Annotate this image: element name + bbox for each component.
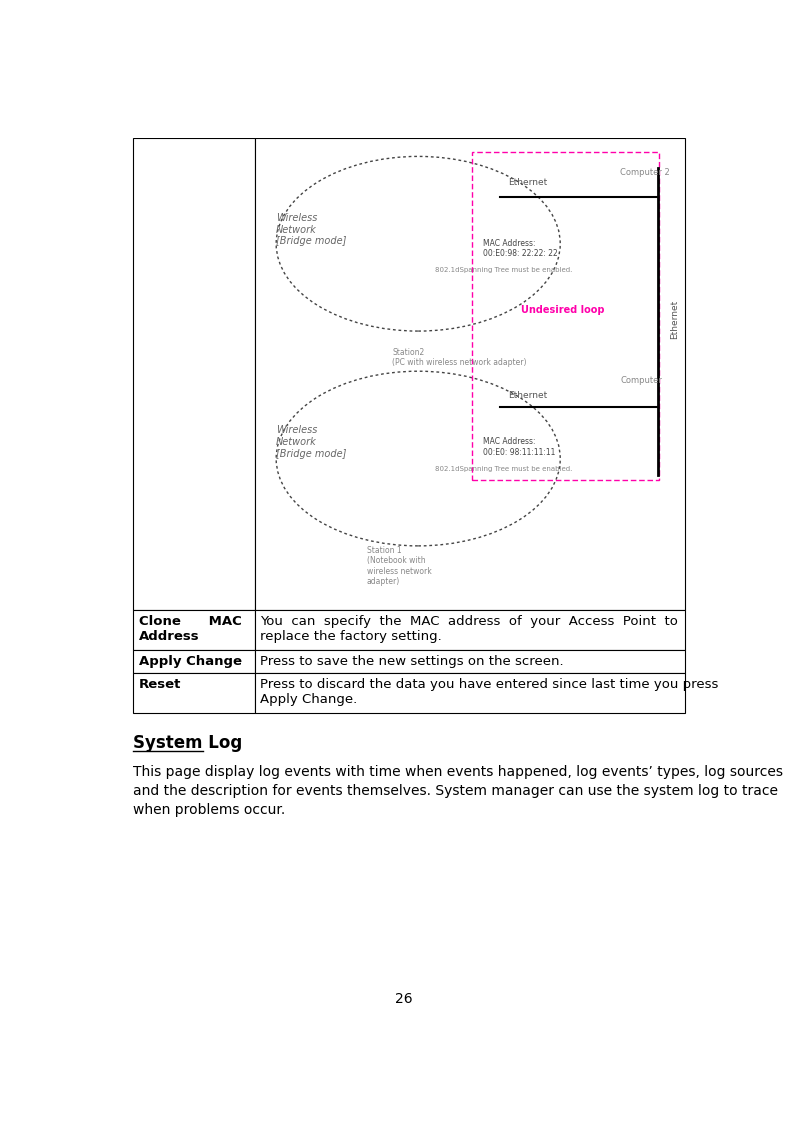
Bar [133, 610, 255, 650]
Bar [472, 151, 660, 480]
Text: Station2
(PC with wireless network adapter): Station2 (PC with wireless network adapt… [393, 347, 527, 367]
Text: You  can  specify  the  MAC  address  of  your  Access  Point  to
replace the fa: You can specify the MAC address of your … [260, 615, 678, 643]
Text: Press to discard the data you have entered since last time you press
Apply Chang: Press to discard the data you have enter… [260, 678, 719, 706]
Bar [255, 650, 685, 673]
Text: 802.1dSpanning Tree must be enabled.: 802.1dSpanning Tree must be enabled. [435, 267, 573, 274]
Bar [255, 138, 685, 610]
Text: Press to save the new settings on the screen.: Press to save the new settings on the sc… [260, 656, 563, 668]
Bar [133, 673, 255, 713]
Bar [255, 673, 685, 713]
Text: Undesired loop: Undesired loop [521, 305, 604, 315]
Text: Ethernet: Ethernet [670, 299, 679, 339]
Text: System Log: System Log [133, 735, 242, 753]
Text: Clone      MAC
Address: Clone MAC Address [139, 615, 242, 643]
Text: MAC Address:
00:E0: 98:11:11:11: MAC Address: 00:E0: 98:11:11:11 [482, 438, 555, 457]
Bar [133, 138, 255, 610]
Text: 802.1dSpanning Tree must be enabled.: 802.1dSpanning Tree must be enabled. [435, 465, 573, 472]
Bar [255, 610, 685, 650]
Text: Station 1
(Notebook with
wireless network
adapter): Station 1 (Notebook with wireless networ… [367, 545, 431, 586]
Bar [133, 650, 255, 673]
Text: Computer 2: Computer 2 [620, 168, 671, 178]
Text: Apply Change: Apply Change [139, 656, 242, 668]
Text: Ethernet: Ethernet [508, 391, 548, 400]
Text: This page display log events with time when events happened, log events’ types, : This page display log events with time w… [133, 766, 783, 817]
Text: 26: 26 [394, 992, 412, 1006]
Text: Wireless
Network
[Bridge mode]: Wireless Network [Bridge mode] [276, 213, 346, 246]
Text: Wireless
Network
[Bridge mode]: Wireless Network [Bridge mode] [276, 425, 346, 458]
Text: MAC Address:
00:E0:98: 22:22: 22: MAC Address: 00:E0:98: 22:22: 22 [482, 240, 557, 258]
Text: Reset: Reset [139, 678, 181, 691]
Text: Ethernet: Ethernet [508, 178, 548, 187]
Text: Computer: Computer [620, 376, 663, 385]
